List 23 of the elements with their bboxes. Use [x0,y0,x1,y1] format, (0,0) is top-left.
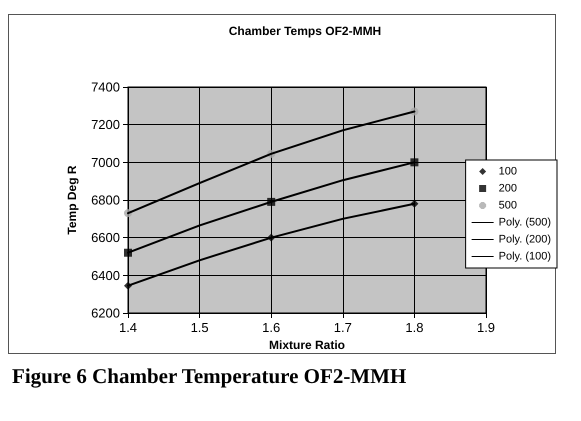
y-tick-label: 7400 [91,80,120,94]
x-tick-label: 1.6 [262,320,280,335]
legend-label: 100 [498,166,517,178]
legend-label: Poly. (500) [498,216,551,228]
y-axis-title: Temp Deg R [65,165,79,235]
y-tick-label: 7000 [91,154,120,170]
x-tick-label: 1.7 [334,320,352,335]
caption: Figure 6 Chamber Temperature OF2-MMH [12,364,406,389]
x-axis-title: Mixture Ratio [268,338,346,352]
x-tick-label: 1.9 [476,320,496,335]
x-tick-label: 1.8 [405,320,424,335]
y-tick-label: 6800 [91,192,120,208]
legend-label: Poly. (200) [498,234,551,246]
y-tick-label: 7200 [91,117,120,132]
y-tick-label: 6200 [91,306,120,320]
legend-label: Poly. (100) [498,250,551,262]
y-tick-label: 6400 [91,268,120,283]
y-tick-label: 6600 [91,230,120,246]
chart-title: Chamber Temps OF2-MMH [228,24,382,38]
legend-label: 200 [498,182,517,194]
x-tick-label: 1.5 [190,320,209,335]
legend-label: 500 [498,200,517,212]
x-tick-label: 1.4 [118,320,138,335]
